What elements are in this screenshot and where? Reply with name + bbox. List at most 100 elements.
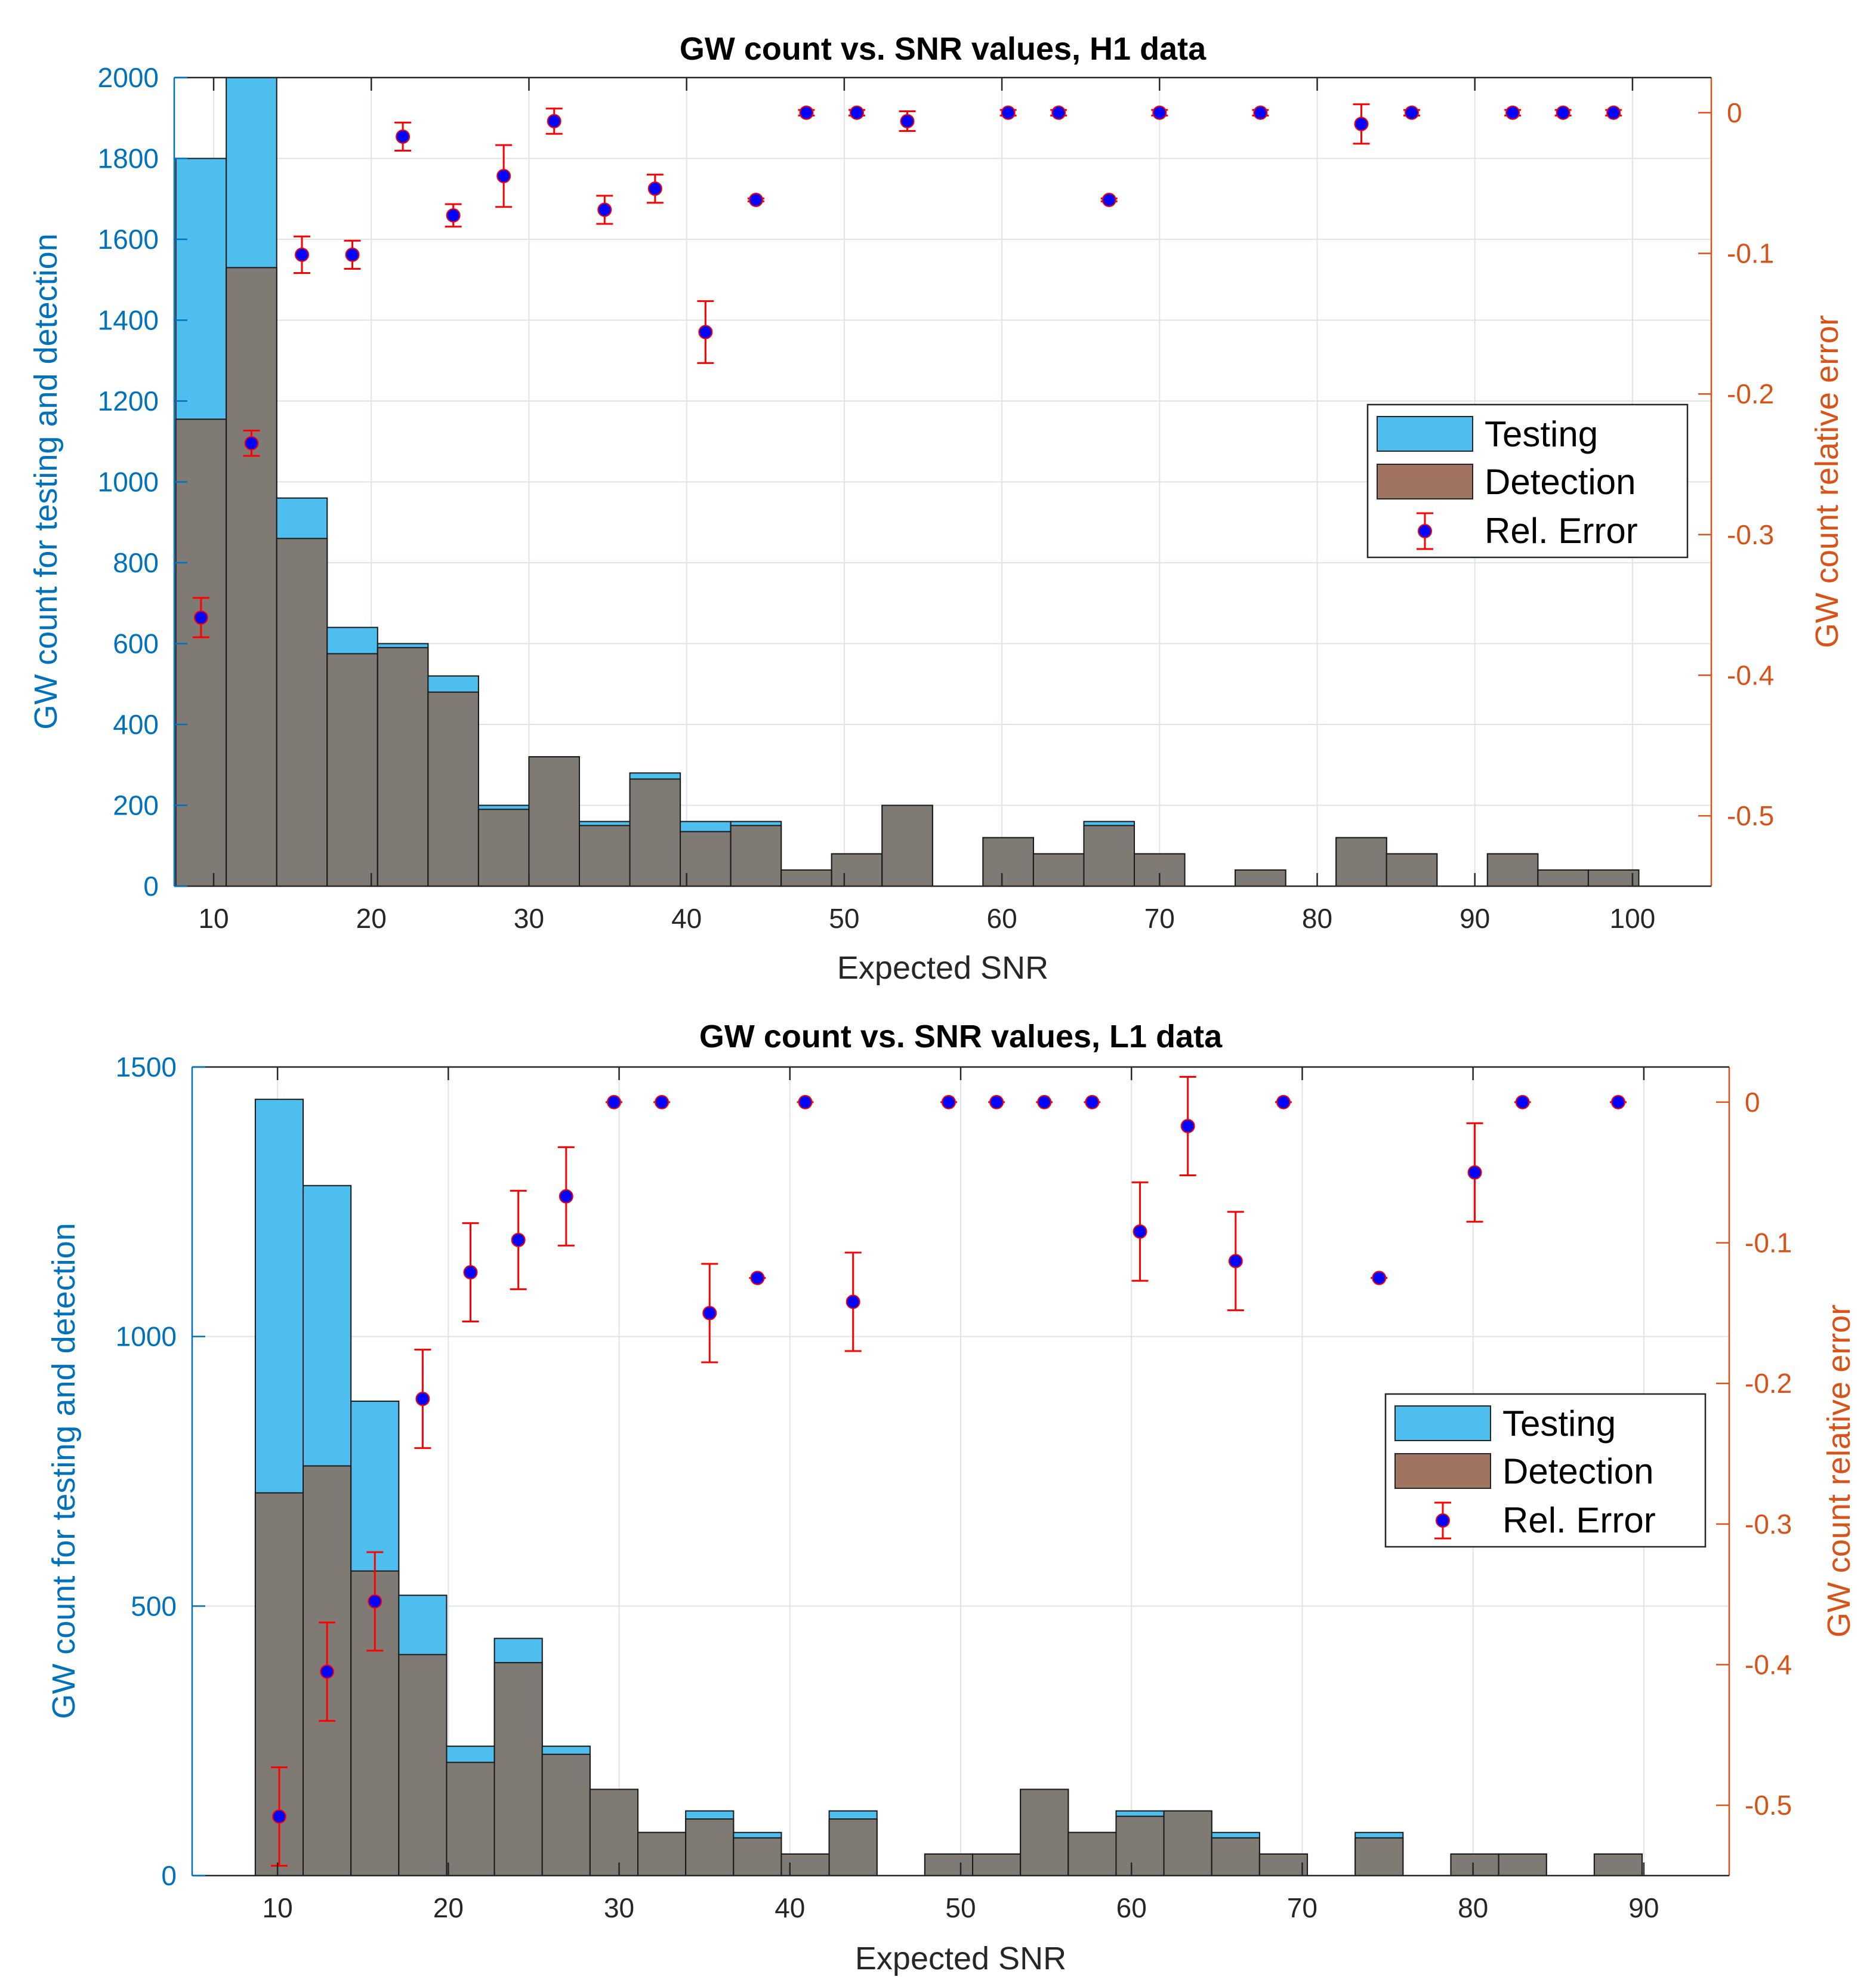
l1-detection-bar-18 — [1115, 1815, 1165, 1876]
h1-right-y-tick-label-4: -0.1 — [1727, 238, 1774, 269]
l1-rel-error-point-12-marker — [846, 1294, 860, 1309]
l1-rel-error-point-2 — [366, 1551, 384, 1652]
h1-legend-error-glyph-marker — [1418, 524, 1432, 538]
l1-right-y-tick-label-1: -0.4 — [1745, 1649, 1792, 1680]
l1-rel-error-point-9-marker — [702, 1306, 717, 1321]
h1-rel-error-point-21 — [1403, 105, 1421, 120]
h1-x-axis-label: Expected SNR — [837, 950, 1048, 986]
h1-detection-bar-1 — [226, 267, 277, 887]
l1-rel-error-point-3-marker — [415, 1392, 430, 1407]
h1-detection-bar-9 — [629, 778, 681, 887]
h1-detection-bar-14 — [881, 804, 933, 887]
h1-rel-error-point-4 — [394, 121, 412, 152]
l1-rel-error-point-8 — [653, 1094, 671, 1109]
l1-rel-error-point-11-marker — [798, 1094, 813, 1109]
l1-rel-error-point-12 — [844, 1251, 862, 1352]
h1-x-tick-label-60: 60 — [986, 903, 1017, 934]
l1-rel-error-point-5 — [510, 1189, 527, 1290]
l1-rel-error-point-19-marker — [1228, 1254, 1243, 1269]
h1-legend-testing-swatch — [1377, 416, 1473, 452]
l1-rel-error-point-7 — [605, 1094, 622, 1109]
l1-rel-error-point-10-marker — [750, 1270, 765, 1285]
h1-x-tick-label-70: 70 — [1144, 903, 1175, 934]
l1-detection-bar-23 — [1354, 1837, 1404, 1876]
h1-rel-error-point-11 — [747, 193, 764, 208]
h1-chart-panel: 10 20 30 40 50 60 70 80 90 1000200400600800100012… — [28, 31, 1845, 986]
l1-rel-error-point-1-marker — [320, 1664, 335, 1679]
l1-right-y-tick-label-4: -0.1 — [1745, 1228, 1792, 1259]
h1-rel-error-point-14 — [899, 110, 916, 132]
l1-rel-error-point-20 — [1275, 1094, 1292, 1109]
l1-detection-bar-17 — [1067, 1831, 1117, 1877]
h1-rel-error-point-5-marker — [446, 208, 461, 223]
l1-rel-error-point-23 — [1514, 1094, 1531, 1109]
h1-legend-error-glyph — [1417, 512, 1433, 550]
l1-rel-error-point-3 — [414, 1349, 431, 1450]
l1-x-tick-label-70: 70 — [1287, 1892, 1317, 1923]
h1-detection-bar-24 — [1386, 853, 1438, 887]
l1-x-tick-label-20: 20 — [433, 1892, 464, 1923]
h1-left-y-tick-label-0: 0 — [143, 871, 159, 902]
l1-detection-bar-20 — [1211, 1837, 1260, 1876]
h1-axes: 10 20 30 40 50 60 70 80 90 1000200400600800100012… — [98, 62, 1775, 934]
h1-rel-error-point-24 — [1605, 105, 1622, 120]
h1-rel-error-point-15-marker — [1001, 105, 1016, 120]
h1-rel-error-point-7 — [545, 107, 563, 135]
l1-rel-error-point-2-marker — [368, 1594, 382, 1609]
h1-detection-bar-10 — [680, 831, 732, 887]
h1-detection-bar-11 — [730, 825, 782, 887]
h1-legend-detection-swatch — [1377, 464, 1473, 499]
h1-rel-error-point-23 — [1554, 105, 1572, 120]
h1-chart-title: GW count vs. SNR values, H1 data — [680, 31, 1207, 67]
h1-left-y-axis-label: GW count for testing and detection — [28, 233, 64, 729]
l1-rel-error-point-7-marker — [606, 1094, 621, 1109]
h1-legend-rel-error-label: Rel. Error — [1485, 511, 1638, 551]
l1-right-y-tick-label-2: -0.3 — [1745, 1509, 1792, 1540]
l1-chart-panel: 10 20 30 40 50 60 70 80 90 0 500 1000 1500 -0.5 -0.4 -0… — [46, 1019, 1857, 1976]
l1-legend-testing-swatch — [1394, 1405, 1491, 1441]
h1-left-y-tick-label-1800: 1800 — [98, 143, 159, 174]
l1-rel-error-point-24 — [1609, 1094, 1627, 1109]
l1-detection-bar-11 — [780, 1853, 830, 1877]
h1-rel-error-point-0 — [192, 597, 209, 639]
h1-right-y-tick-label-1: -0.4 — [1727, 660, 1774, 691]
h1-right-y-tick-label-0: -0.5 — [1727, 800, 1774, 831]
h1-rel-error-point-17-marker — [1101, 193, 1116, 208]
l1-rel-error-point-24-marker — [1610, 1094, 1625, 1109]
l1-rel-error-point-19 — [1227, 1211, 1244, 1312]
h1-detection-bar-17 — [1032, 853, 1085, 887]
l1-legend-testing-label: Testing — [1502, 1404, 1616, 1444]
h1-rel-error-point-12 — [798, 105, 815, 120]
l1-rel-error-point-1 — [319, 1621, 336, 1722]
h1-left-y-tick-label-200: 200 — [113, 790, 159, 821]
h1-detection-bar-23 — [1335, 837, 1387, 887]
h1-left-y-tick-label-1200: 1200 — [98, 386, 159, 417]
l1-rel-error-point-4 — [462, 1222, 479, 1323]
h1-rel-error-point-6-marker — [496, 168, 511, 183]
l1-left-y-tick-label-500: 500 — [131, 1590, 177, 1621]
h1-rel-error-point-22-marker — [1505, 105, 1520, 120]
l1-detection-bar-5 — [493, 1662, 543, 1877]
l1-rel-error-point-17-marker — [1133, 1224, 1147, 1239]
l1-rel-error-point-14 — [988, 1094, 1005, 1109]
l1-chart-title: GW count vs. SNR values, L1 data — [699, 1019, 1223, 1054]
h1-left-y-tick-label-400: 400 — [113, 709, 159, 740]
l1-x-tick-label-90: 90 — [1628, 1892, 1659, 1923]
h1-rel-error-point-1-marker — [244, 436, 259, 451]
h1-x-tick-label-90: 90 — [1460, 903, 1490, 934]
h1-x-tick-label-40: 40 — [671, 903, 702, 934]
l1-rel-error-point-13-marker — [941, 1094, 956, 1109]
h1-detection-bar-2 — [276, 538, 328, 887]
l1-rel-error-series — [270, 1075, 1627, 1867]
l1-detection-bar-14 — [924, 1853, 974, 1877]
h1-x-tick-label-10: 10 — [198, 903, 229, 934]
h1-detection-bar-6 — [477, 809, 530, 887]
l1-x-tick-label-60: 60 — [1116, 1892, 1147, 1923]
h1-left-y-tick-label-1400: 1400 — [98, 305, 159, 336]
h1-left-y-tick-label-1600: 1600 — [98, 224, 159, 255]
l1-rel-error-point-23-marker — [1515, 1094, 1530, 1109]
h1-rel-error-point-20-marker — [1354, 116, 1369, 131]
h1-detection-bar-12 — [780, 869, 832, 887]
l1-detection-bar-28 — [1593, 1853, 1643, 1877]
h1-rel-error-point-13 — [848, 105, 866, 120]
